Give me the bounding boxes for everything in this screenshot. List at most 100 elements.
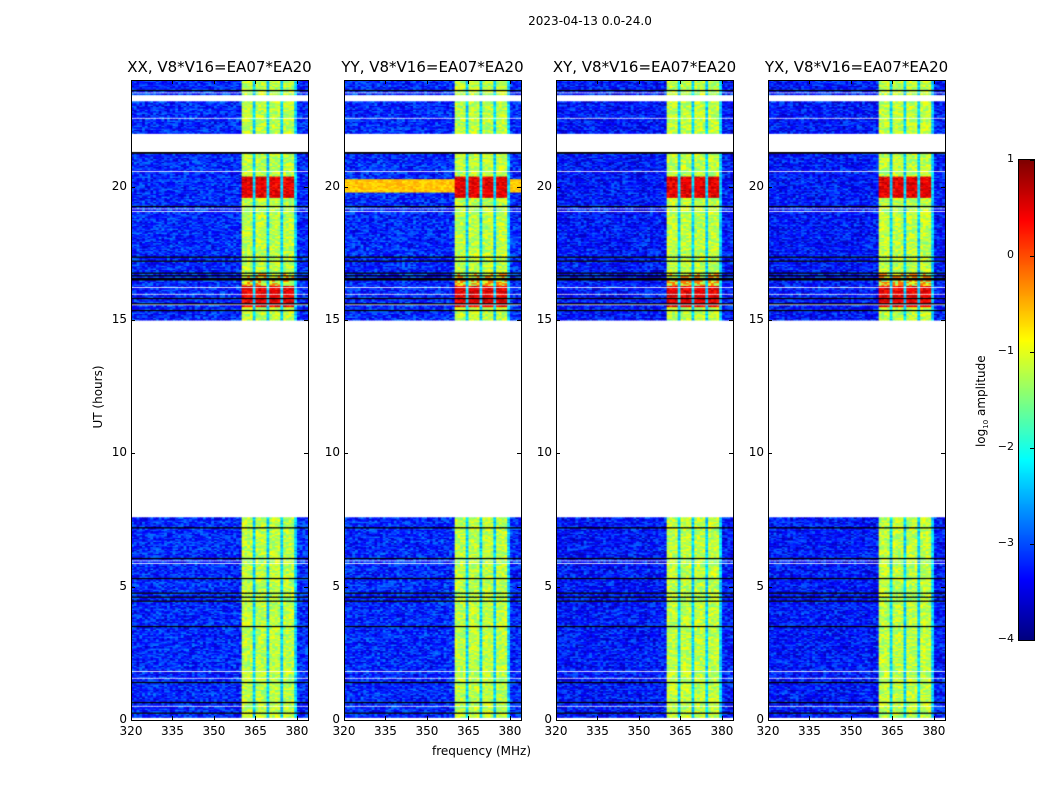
y-tick-mark xyxy=(517,586,521,588)
x-tick-mark xyxy=(172,80,174,84)
y-tick-mark xyxy=(729,320,733,321)
y-tick-mark xyxy=(941,720,945,721)
y-tick-mark xyxy=(941,453,945,455)
y-tick-mark xyxy=(768,320,772,321)
y-tick-mark xyxy=(941,586,945,588)
colorbar-tick-mark xyxy=(1030,544,1034,545)
x-tick-label: 365 xyxy=(881,724,904,738)
colorbar-tick-label: 1 xyxy=(1007,152,1014,165)
x-tick-label: 350 xyxy=(839,724,863,738)
y-tick-mark xyxy=(304,720,308,721)
heatmap-0 xyxy=(131,80,308,720)
y-tick-mark xyxy=(729,453,733,455)
x-tick-mark xyxy=(809,716,811,720)
colorbar-tick-label: −1 xyxy=(997,344,1014,357)
figure-title: 2023-04-13 0.0-24.0 xyxy=(528,14,652,28)
y-tick-mark xyxy=(729,186,733,188)
colorbar-tick-mark xyxy=(1030,640,1034,641)
y-axis-label: UT (hours) xyxy=(91,365,105,429)
y-tick-mark xyxy=(517,720,521,721)
x-axis-label: frequency (MHz) xyxy=(432,744,532,758)
x-tick-label: 350 xyxy=(415,724,439,738)
y-tick-mark xyxy=(304,586,308,588)
x-tick-label: 335 xyxy=(374,724,397,738)
y-tick-label: 10 xyxy=(536,445,552,460)
panel-title-1: YY, V8*V16=EA07*EA20 xyxy=(341,58,524,76)
x-tick-label: 380 xyxy=(922,724,946,738)
x-tick-mark xyxy=(850,716,852,720)
x-tick-label: 365 xyxy=(244,724,267,738)
y-tick-label: 15 xyxy=(536,312,552,326)
x-tick-label: 365 xyxy=(457,724,480,738)
x-tick-mark xyxy=(255,80,257,84)
x-tick-label: 365 xyxy=(669,724,692,738)
x-tick-mark xyxy=(131,716,132,720)
panel-title-3: YX, V8*V16=EA07*EA20 xyxy=(764,58,949,76)
y-tick-label: 5 xyxy=(756,578,764,593)
x-tick-mark xyxy=(850,80,852,84)
y-tick-mark xyxy=(556,186,560,188)
y-tick-label: 5 xyxy=(544,578,552,593)
x-tick-label: 350 xyxy=(627,724,651,738)
y-tick-label: 15 xyxy=(748,312,764,326)
y-tick-mark xyxy=(131,320,135,321)
y-tick-label: 5 xyxy=(119,578,127,593)
heatmap-1 xyxy=(344,80,521,720)
x-tick-mark xyxy=(680,716,682,720)
panel-title-0: XX, V8*V16=EA07*EA20 xyxy=(127,58,312,76)
x-tick-label: 320 xyxy=(756,724,780,738)
y-tick-label: 15 xyxy=(111,312,127,326)
y-tick-label: 15 xyxy=(324,312,340,326)
x-tick-label: 320 xyxy=(544,724,568,738)
y-tick-mark xyxy=(729,720,733,721)
x-tick-mark xyxy=(721,716,723,720)
x-tick-mark xyxy=(638,80,640,84)
x-tick-mark xyxy=(255,716,257,720)
x-tick-label: 380 xyxy=(285,724,309,738)
colorbar xyxy=(1019,160,1034,640)
x-tick-label: 320 xyxy=(332,724,356,738)
panel-title-2: XY, V8*V16=EA07*EA20 xyxy=(552,58,737,76)
y-tick-label: 0 xyxy=(332,712,340,726)
y-tick-label: 10 xyxy=(111,445,127,460)
y-tick-mark xyxy=(304,186,308,188)
y-tick-mark xyxy=(941,320,945,321)
x-tick-mark xyxy=(892,80,894,84)
x-tick-mark xyxy=(468,716,470,720)
y-tick-label: 10 xyxy=(748,445,764,460)
y-tick-mark xyxy=(768,186,772,188)
y-tick-label: 20 xyxy=(111,178,127,193)
y-tick-mark xyxy=(131,453,135,455)
y-tick-mark xyxy=(304,320,308,321)
colorbar-tick-mark xyxy=(1030,352,1034,353)
x-tick-label: 335 xyxy=(798,724,821,738)
y-tick-mark xyxy=(344,720,348,721)
x-tick-mark xyxy=(556,716,557,720)
x-tick-mark xyxy=(385,716,387,720)
x-tick-mark xyxy=(385,80,387,84)
x-tick-label: 320 xyxy=(119,724,143,738)
y-tick-label: 20 xyxy=(748,178,764,193)
y-tick-mark xyxy=(556,586,560,588)
x-tick-mark xyxy=(933,80,935,84)
x-tick-mark xyxy=(344,80,345,84)
y-tick-mark xyxy=(729,586,733,588)
y-tick-label: 20 xyxy=(324,178,340,193)
x-tick-mark xyxy=(172,716,174,720)
x-tick-mark xyxy=(638,716,640,720)
x-tick-mark xyxy=(892,716,894,720)
x-tick-mark xyxy=(721,80,723,84)
x-tick-mark xyxy=(426,80,428,84)
x-tick-label: 350 xyxy=(202,724,226,738)
colorbar-tick-label: 0 xyxy=(1007,248,1014,261)
x-tick-label: 380 xyxy=(710,724,734,738)
colorbar-label-rest: amplitude xyxy=(973,355,988,420)
y-tick-mark xyxy=(344,320,348,321)
x-tick-mark xyxy=(768,80,769,84)
y-tick-label: 0 xyxy=(756,712,764,726)
x-tick-mark xyxy=(597,716,599,720)
x-tick-mark xyxy=(768,716,769,720)
colorbar-tick-mark xyxy=(1030,256,1034,257)
y-tick-mark xyxy=(131,720,135,721)
